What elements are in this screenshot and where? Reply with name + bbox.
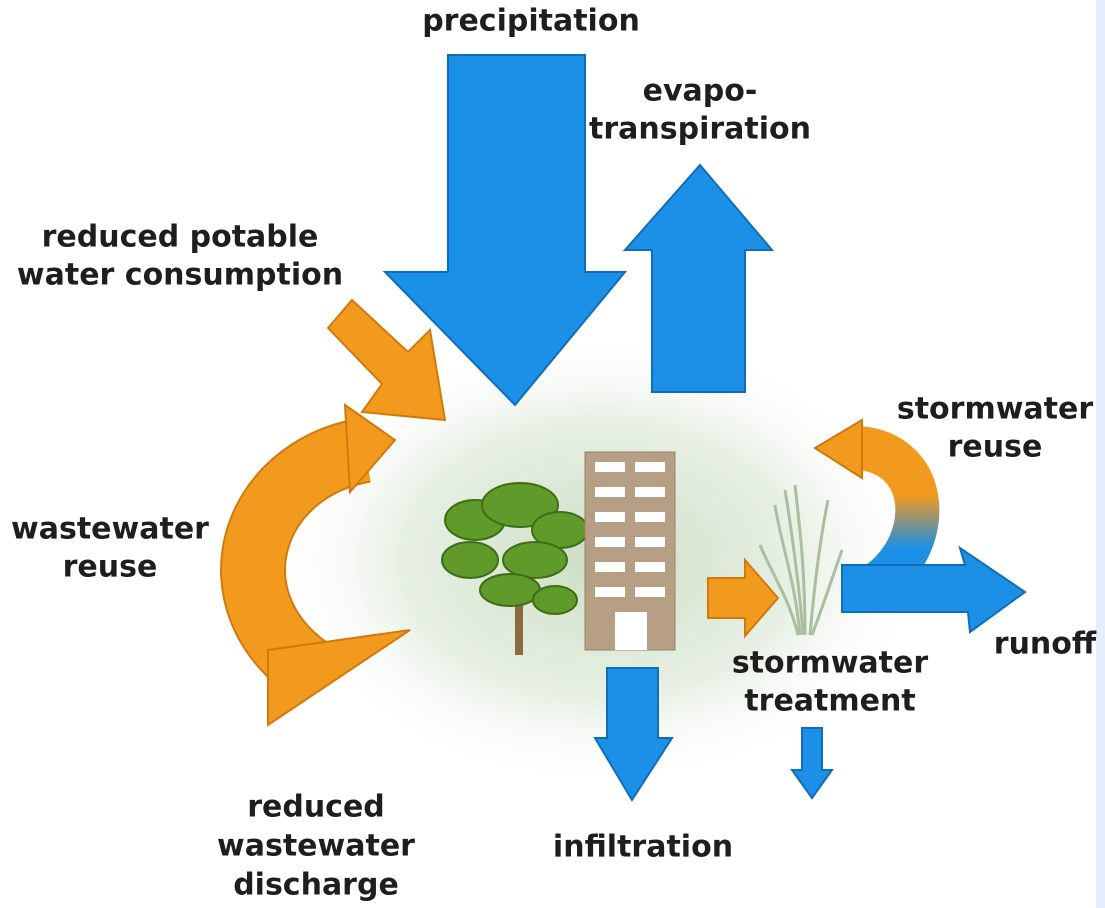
- label: reduced potable: [42, 220, 319, 255]
- label: treatment: [744, 684, 915, 719]
- label: water consumption: [17, 258, 343, 293]
- edge: [1096, 0, 1105, 908]
- label: wastewater: [11, 512, 209, 547]
- label: discharge: [233, 868, 399, 903]
- label: stormwater: [897, 392, 1094, 427]
- label: reduced: [247, 790, 385, 825]
- label: stormwater: [732, 646, 929, 681]
- label: precipitation: [422, 4, 640, 39]
- label: evapo-: [643, 74, 758, 109]
- label: reuse: [948, 430, 1043, 465]
- label: transpiration: [589, 112, 811, 147]
- label: infiltration: [553, 830, 733, 865]
- label: reuse: [63, 550, 158, 585]
- label: runoff: [994, 627, 1097, 662]
- label: wastewater: [217, 829, 415, 864]
- diagram: precipitation evapo- transpiration reduc…: [0, 0, 1105, 908]
